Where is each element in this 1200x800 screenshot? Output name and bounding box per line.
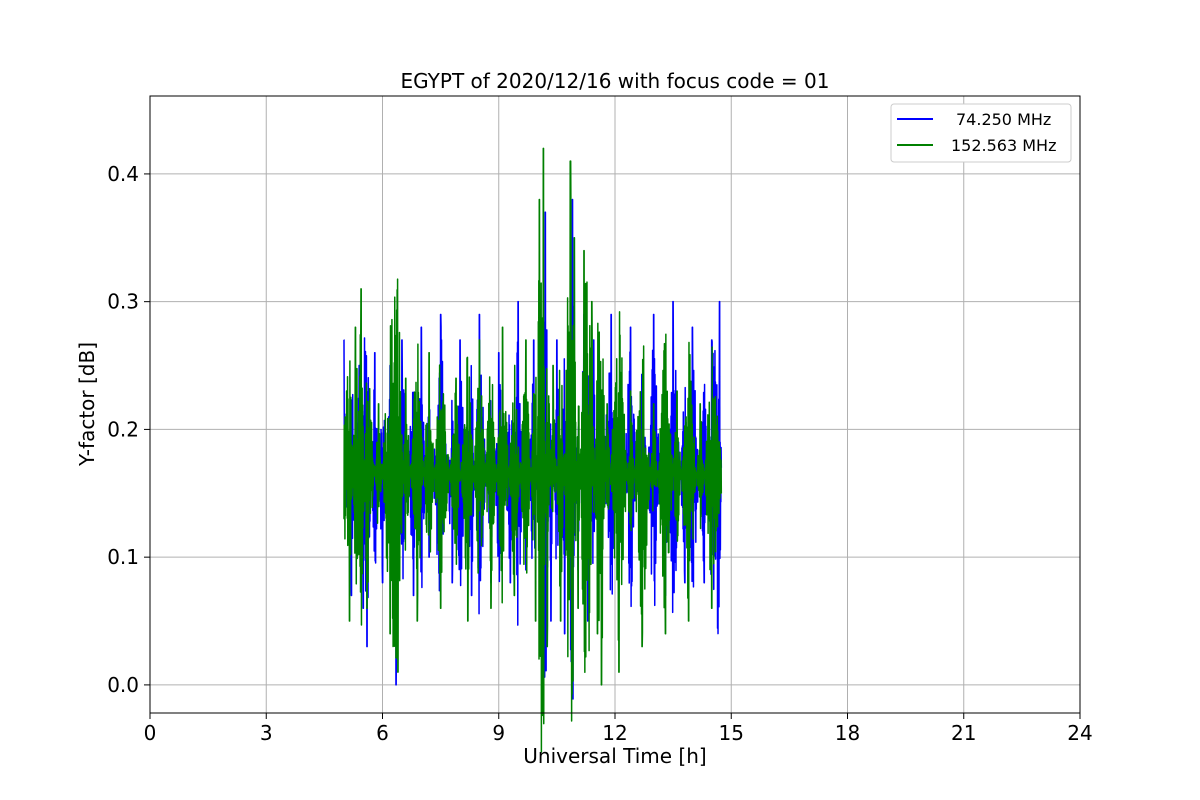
x-tick-label: 18 [835, 721, 860, 745]
legend-box [890, 103, 1072, 163]
y-tick-label: 0.4 [107, 162, 139, 186]
y-tick-label: 0.2 [107, 417, 139, 441]
y-tick-label: 0.1 [107, 545, 139, 569]
x-tick-label: 12 [602, 721, 627, 745]
y-axis-ticks: 0.0 0.1 0.2 0.3 0.4 [107, 162, 150, 697]
legend: 74.250 MHz 152.563 MHz [890, 103, 1072, 163]
y-tick-label: 0.3 [107, 290, 139, 314]
x-tick-label: 21 [951, 721, 976, 745]
y-axis-label: Y-factor [dB] [75, 342, 99, 467]
x-tick-label: 15 [719, 721, 744, 745]
legend-label-152mhz: 152.563 MHz [951, 136, 1056, 155]
x-tick-label: 0 [144, 721, 157, 745]
chart-title: EGYPT of 2020/12/16 with focus code = 01 [401, 69, 830, 93]
series-line-1 [343, 147, 723, 753]
series-layer [343, 147, 723, 753]
y-tick-label: 0.0 [107, 673, 139, 697]
x-tick-label: 6 [376, 721, 389, 745]
x-tick-label: 3 [260, 721, 273, 745]
x-tick-label: 9 [492, 721, 505, 745]
x-tick-label: 24 [1067, 721, 1092, 745]
legend-label-74mhz: 74.250 MHz [956, 110, 1051, 129]
x-axis-label: Universal Time [h] [523, 744, 706, 768]
x-axis-ticks: 0 3 6 9 12 15 18 21 24 [144, 713, 1093, 745]
